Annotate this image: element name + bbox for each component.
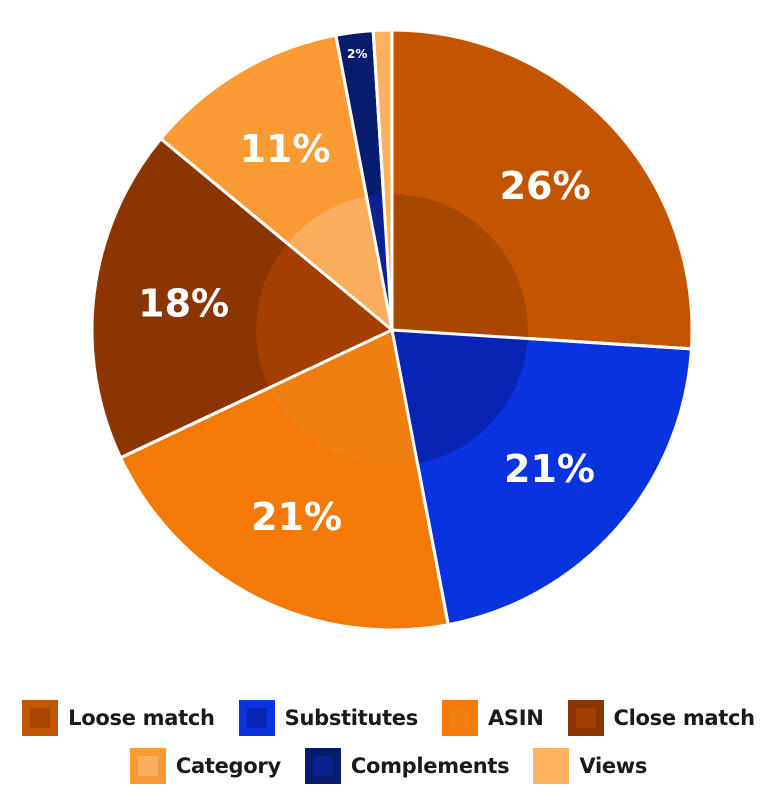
data-label-substitutes: 21% [504, 447, 595, 491]
slice-inner-substitutes [392, 330, 528, 464]
slice-inner-asin [268, 330, 418, 466]
data-label-asin: 21% [251, 495, 342, 539]
legend-swatch-category [129, 748, 166, 784]
legend-item-loose-match: Loose match [22, 700, 215, 736]
legend-label-views: Views [579, 754, 648, 778]
legend-swatch-views [533, 748, 570, 784]
slice-separator [119, 328, 393, 460]
slice-inner-close-match [255, 243, 392, 388]
data-label-views: 1% [369, 6, 394, 24]
slice-inner-category [287, 196, 392, 330]
legend-label-close-match: Close match [613, 706, 756, 730]
legend-swatch-substitutes [238, 700, 275, 736]
legend-swatch-asin [441, 700, 478, 736]
slice-separator [159, 137, 393, 332]
pie-chart: 26% 21% 21% 18% 11% 2% 1% [90, 6, 692, 630]
legend-label-asin: ASIN [487, 706, 544, 730]
slice-separator [371, 30, 394, 331]
legend-row-1: Loose match Substitutes ASIN Close match [0, 700, 777, 736]
legend-swatch-close-match [567, 700, 604, 736]
slice-close-match [90, 136, 395, 460]
legend-row-2: Category Complements Views [0, 748, 777, 784]
legend-swatch-complements [304, 748, 341, 784]
legend-label-substitutes: Substitutes [284, 706, 419, 730]
data-label-close-match: 18% [138, 282, 229, 326]
slice-separator [334, 35, 394, 331]
legend-item-substitutes: Substitutes [238, 700, 419, 736]
legend-label-loose-match: Loose match [68, 706, 215, 730]
legend-item-close-match: Close match [567, 700, 756, 736]
data-label-complements: 2% [347, 47, 367, 61]
slice-separator [391, 328, 692, 351]
data-label-category: 11% [240, 127, 331, 171]
legend-item-asin: ASIN [441, 700, 544, 736]
slice-inner-loose-match [392, 194, 528, 339]
slice-separator [390, 329, 450, 625]
legend-label-category: Category [175, 754, 281, 778]
legend-item-complements: Complements [304, 748, 510, 784]
legend-item-views: Views [533, 748, 647, 784]
legend-item-category: Category [129, 748, 281, 784]
legend-swatch-loose-match [22, 700, 59, 736]
data-label-loose-match: 26% [500, 164, 591, 208]
legend-label-complements: Complements [350, 754, 510, 778]
